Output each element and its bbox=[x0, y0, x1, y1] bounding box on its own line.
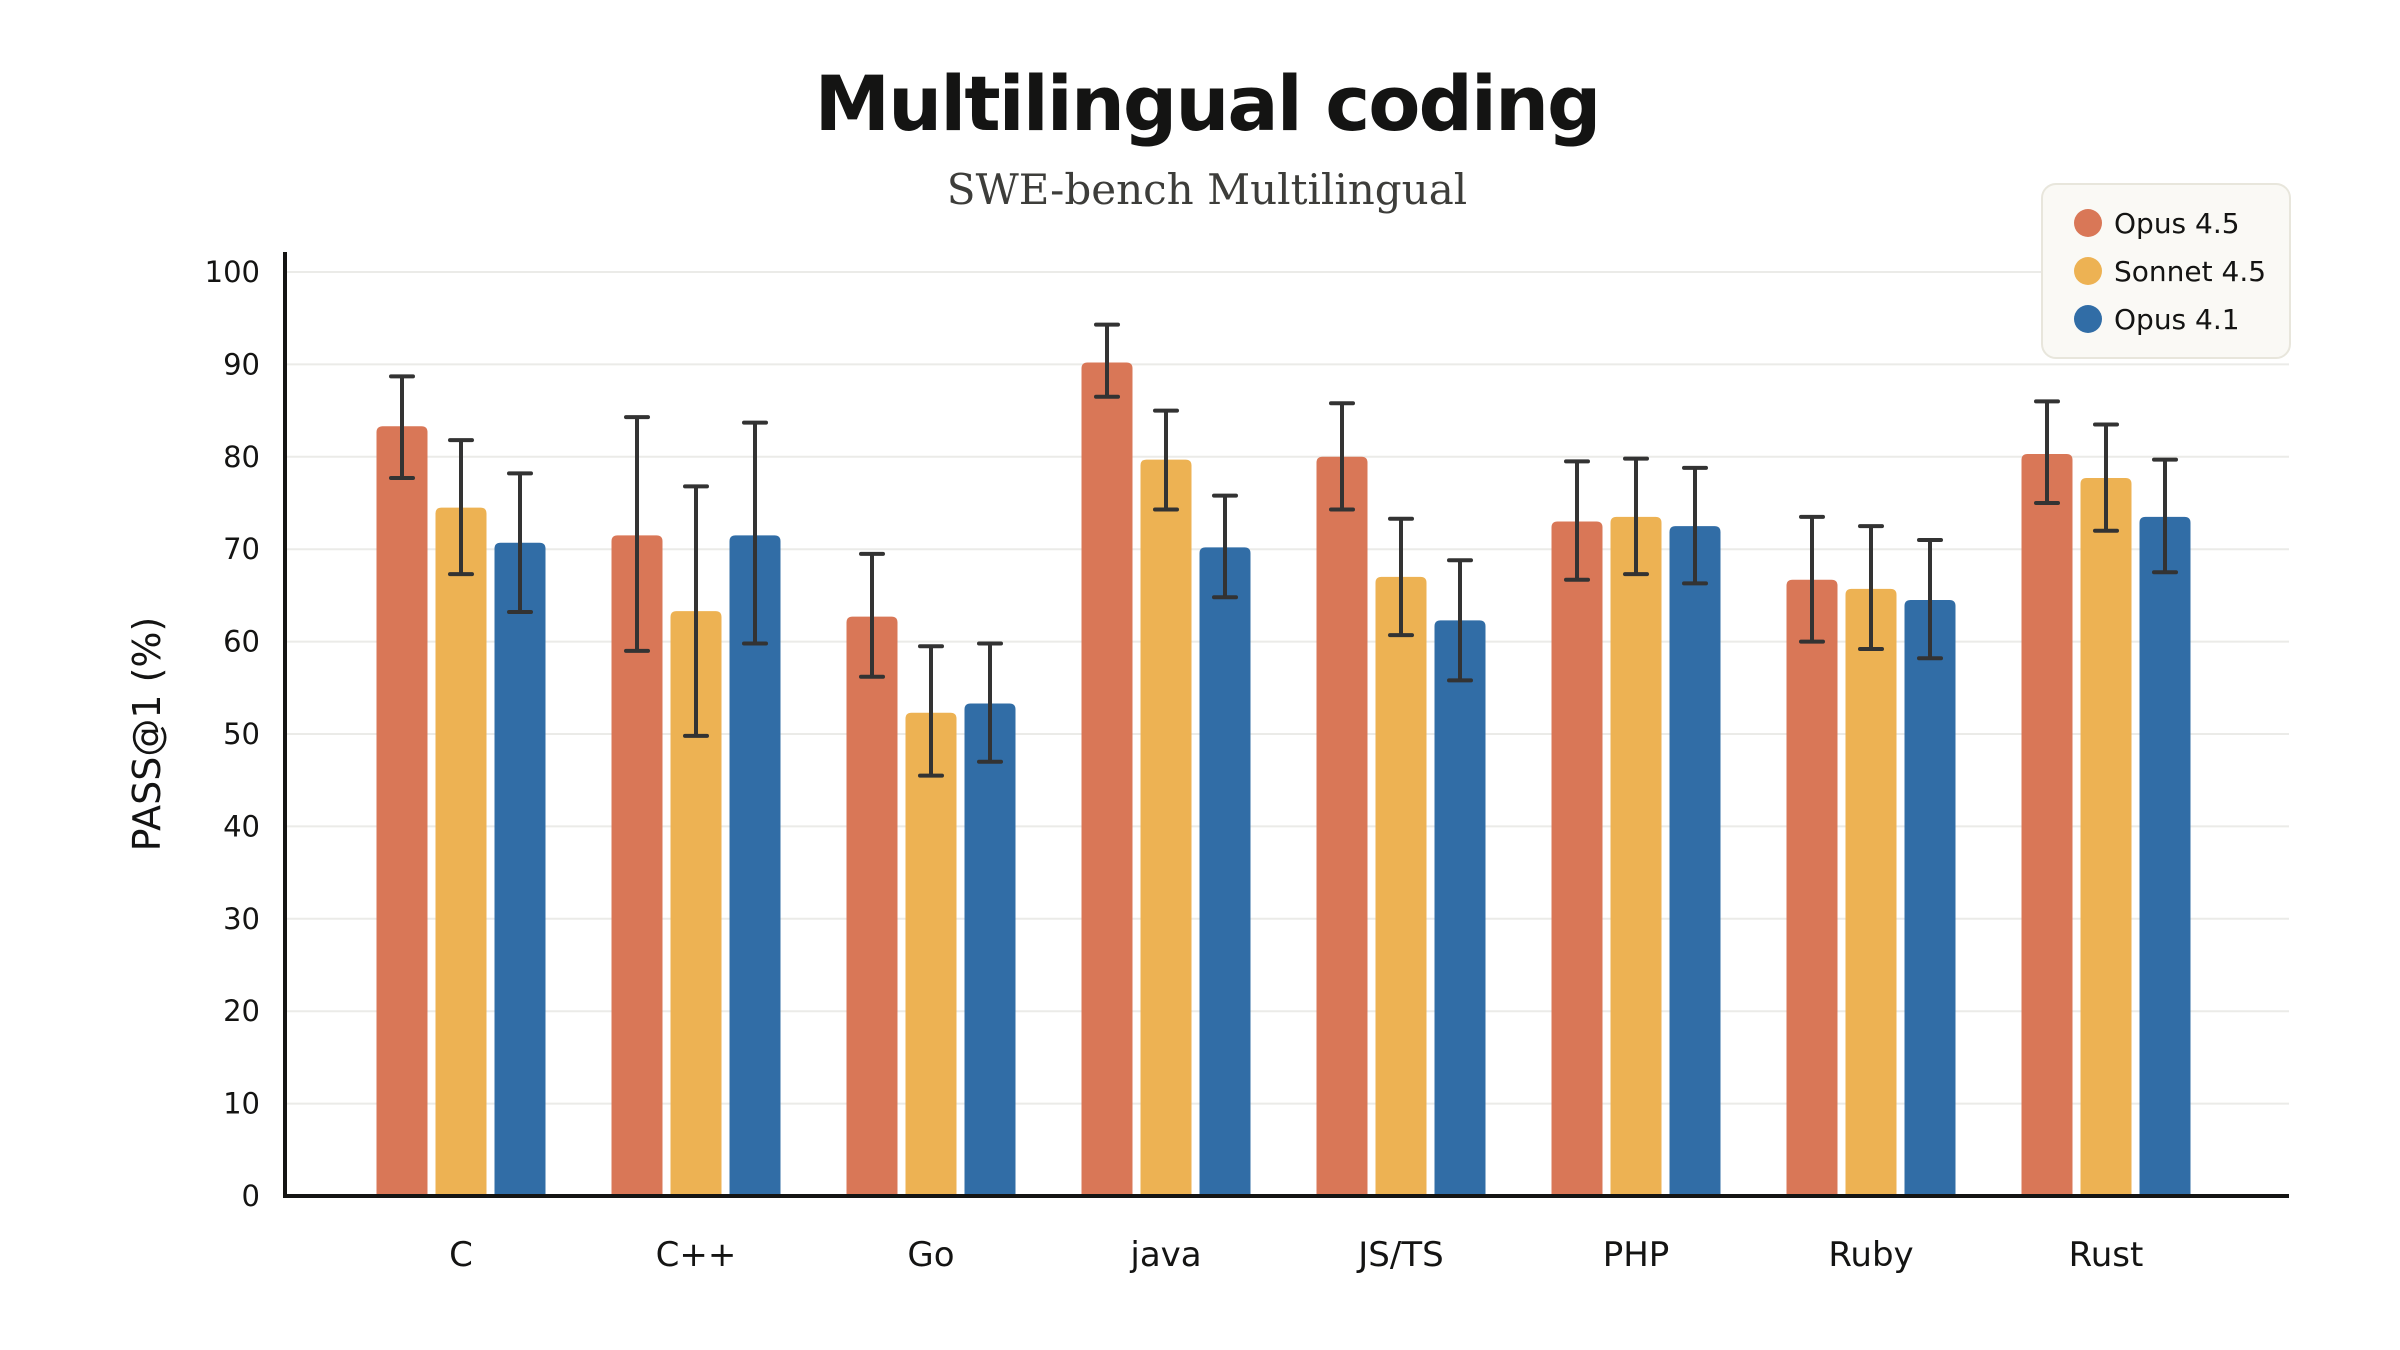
y-tick-label: 60 bbox=[223, 625, 260, 659]
bar bbox=[376, 426, 428, 1197]
x-tick-label: java bbox=[1129, 1235, 1201, 1275]
y-tick-label: 70 bbox=[223, 532, 260, 566]
bar-group-rust bbox=[2021, 399, 2191, 1196]
bar bbox=[729, 535, 781, 1196]
bar-group-java bbox=[1081, 322, 1251, 1196]
bar bbox=[1316, 456, 1368, 1196]
y-tick-label: 50 bbox=[223, 717, 260, 751]
y-tick-label: 0 bbox=[242, 1179, 260, 1213]
bar-group-js-ts bbox=[1316, 401, 1486, 1196]
bar-group-c- bbox=[611, 415, 781, 1196]
bar bbox=[435, 507, 487, 1196]
x-tick-label: Ruby bbox=[1828, 1235, 1913, 1275]
x-tick-label: Rust bbox=[2069, 1235, 2144, 1275]
y-tick-label: 40 bbox=[223, 809, 260, 843]
bar bbox=[494, 542, 546, 1196]
bar bbox=[2080, 478, 2132, 1196]
bar bbox=[1434, 620, 1486, 1196]
bar bbox=[964, 703, 1016, 1196]
legend: Opus 4.5 Sonnet 4.5 Opus 4.1 bbox=[2041, 183, 2291, 359]
x-tick-label: JS/TS bbox=[1356, 1235, 1443, 1275]
legend-swatch bbox=[2074, 257, 2102, 285]
bar bbox=[905, 712, 957, 1196]
bar bbox=[1669, 526, 1721, 1196]
x-tick-label: Go bbox=[907, 1235, 954, 1275]
bar bbox=[1610, 516, 1662, 1196]
bar-group-c bbox=[376, 374, 546, 1197]
y-axis-label: PASS@1 (%) bbox=[125, 617, 169, 852]
bar bbox=[1081, 362, 1133, 1196]
legend-swatch bbox=[2074, 305, 2102, 333]
bar bbox=[846, 616, 898, 1196]
x-tick-label: PHP bbox=[1603, 1235, 1670, 1275]
bar bbox=[1845, 588, 1897, 1196]
bar bbox=[1551, 521, 1603, 1196]
bar bbox=[1375, 576, 1427, 1196]
x-tick-label: C bbox=[449, 1235, 473, 1275]
y-tick-label: 10 bbox=[223, 1087, 260, 1121]
bar bbox=[611, 535, 663, 1196]
bar bbox=[1786, 579, 1838, 1196]
y-tick-label: 100 bbox=[205, 255, 260, 289]
bar-group-ruby bbox=[1786, 514, 1956, 1196]
y-tick-label: 90 bbox=[223, 347, 260, 381]
chart-subtitle: SWE-bench Multilingual bbox=[947, 165, 1467, 214]
bar-group-php bbox=[1551, 456, 1721, 1196]
bar bbox=[670, 611, 722, 1196]
y-tick-label: 30 bbox=[223, 902, 260, 936]
bar bbox=[1199, 547, 1251, 1196]
x-tick-label: C++ bbox=[656, 1235, 737, 1275]
legend-swatch bbox=[2074, 209, 2102, 237]
bar bbox=[2139, 516, 2191, 1196]
legend-label: Sonnet 4.5 bbox=[2114, 255, 2266, 288]
y-tick-label: 20 bbox=[223, 994, 260, 1028]
chart-title: Multilingual coding bbox=[815, 59, 1600, 148]
bar bbox=[1904, 600, 1956, 1196]
bar bbox=[2021, 454, 2073, 1196]
bar bbox=[1140, 459, 1192, 1196]
legend-box bbox=[2041, 183, 2291, 359]
legend-label: Opus 4.1 bbox=[2114, 303, 2240, 336]
y-tick-label: 80 bbox=[223, 440, 260, 474]
bar-group-go bbox=[846, 551, 1016, 1196]
legend-label: Opus 4.5 bbox=[2114, 207, 2240, 240]
